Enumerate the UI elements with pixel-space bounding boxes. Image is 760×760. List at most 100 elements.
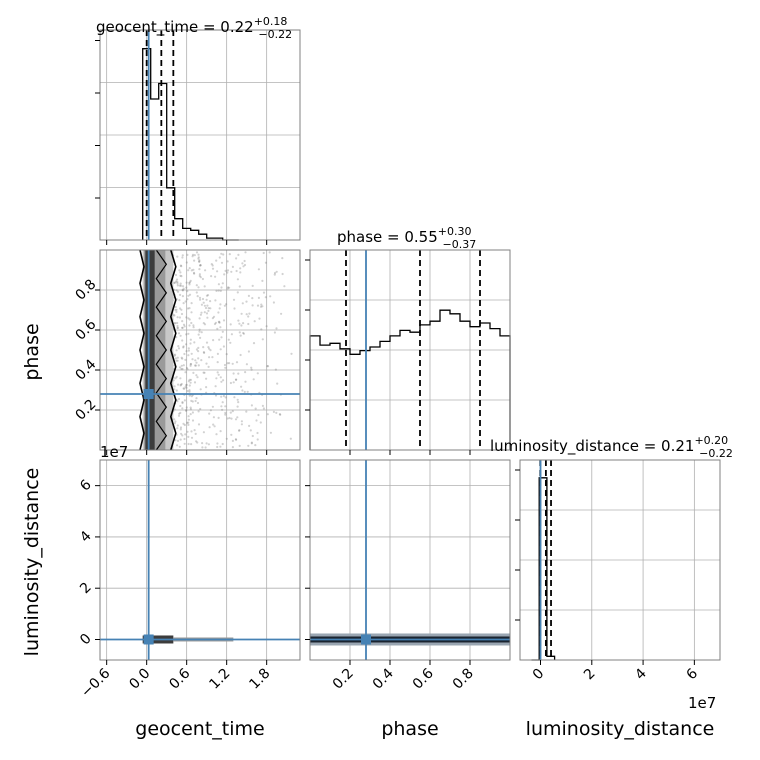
scatter-point — [226, 271, 229, 274]
scatter-point — [195, 374, 198, 377]
scatter-point — [202, 351, 205, 354]
scatter-point — [177, 332, 181, 335]
scatter-point — [189, 338, 192, 341]
scatter-point — [178, 269, 181, 272]
truth-lines-layer — [100, 30, 542, 660]
scatter-point — [190, 311, 193, 314]
scatter-point — [176, 326, 179, 330]
scatter-point — [197, 257, 200, 260]
scatter-point — [189, 362, 193, 366]
scatter-point — [245, 363, 248, 366]
scatter-point — [281, 272, 284, 276]
scatter-point — [180, 312, 184, 316]
scatter-point — [207, 346, 210, 349]
scatter-point — [180, 265, 183, 268]
scatter-point — [202, 301, 205, 304]
scatter-point — [173, 281, 176, 284]
scatter-point — [240, 423, 243, 426]
scatter-point — [269, 431, 272, 434]
scatter-point — [225, 353, 228, 356]
scatter-point — [220, 336, 223, 339]
scatter-point — [173, 354, 176, 357]
scatter-point — [187, 294, 190, 297]
scatter-point — [216, 327, 219, 330]
scatter-point — [200, 311, 203, 314]
scatter-point — [262, 407, 265, 410]
scatter-point — [190, 436, 194, 439]
scatter-point — [180, 367, 183, 370]
scatter-point — [240, 312, 243, 315]
scatter-point — [240, 324, 243, 327]
scatter-point — [257, 296, 260, 299]
scatter-point — [205, 312, 209, 315]
scatter-point — [235, 269, 238, 273]
scatter-point — [191, 411, 194, 414]
scatter-point — [180, 364, 183, 367]
scatter-point — [205, 377, 208, 380]
scatter-point — [216, 445, 219, 449]
scatter-point — [183, 437, 186, 441]
scatter-point — [221, 401, 224, 404]
scatter-point — [216, 371, 219, 374]
scatter-point — [289, 437, 292, 440]
scatter-point — [174, 439, 177, 442]
scatter-point — [248, 312, 251, 315]
scatter-point — [182, 346, 185, 349]
scatter-point — [180, 275, 183, 278]
scatter-point — [203, 285, 206, 288]
scatter-point — [180, 382, 183, 386]
scatter-point — [195, 251, 199, 254]
scatter-point — [190, 269, 193, 272]
scatter-point — [230, 433, 233, 436]
histogram-phase — [309, 309, 511, 450]
scatter-point — [185, 333, 188, 336]
scatter-point — [207, 365, 210, 368]
scatter-point — [278, 413, 281, 416]
scatter-point — [182, 387, 185, 390]
scatter-point — [198, 330, 201, 333]
x-tick-label: 4 — [632, 665, 650, 683]
scatter-point — [197, 333, 200, 336]
scatter-point — [210, 275, 213, 278]
scatter-point — [211, 317, 214, 320]
y-tick-label: 0 — [77, 631, 95, 649]
scatter-point — [202, 322, 205, 325]
scatter-point — [217, 320, 220, 323]
scatter-point — [213, 322, 217, 326]
scatter-point — [175, 359, 178, 362]
scatter-point — [178, 366, 182, 369]
scatter-point — [266, 413, 269, 416]
scatter-point — [176, 427, 179, 430]
scatter-point — [214, 394, 218, 397]
scatter-point — [176, 326, 179, 329]
scatter-point — [240, 420, 243, 423]
y-tick-label: 4 — [77, 528, 95, 546]
scatter-point — [204, 269, 207, 272]
scatter-point — [202, 371, 205, 374]
scatter-point — [181, 254, 184, 257]
scatter-point — [179, 384, 182, 387]
scatter-point — [219, 376, 222, 379]
scatter-point — [265, 325, 268, 328]
scatter-point — [272, 301, 275, 304]
scatter-point — [179, 377, 182, 380]
scatter-point — [215, 289, 218, 292]
scatter-point — [181, 289, 184, 292]
scatter-point — [228, 362, 231, 365]
scatter-point — [176, 356, 179, 359]
scatter-point — [254, 444, 257, 447]
scatter-point — [261, 279, 264, 282]
y-tick-label: 0.4 — [72, 356, 99, 383]
scatter-point — [187, 415, 190, 418]
scatter-point — [179, 274, 182, 277]
panel-frame — [309, 249, 511, 451]
scatter-point — [188, 281, 191, 284]
scatter-point — [205, 442, 208, 445]
scatter-point — [220, 380, 223, 383]
scatter-point — [187, 347, 190, 350]
scatter-point — [220, 405, 223, 408]
scatter-point — [189, 408, 192, 411]
scatter-point — [245, 313, 248, 316]
scatter-point — [198, 273, 201, 276]
scatter-point — [201, 446, 204, 449]
